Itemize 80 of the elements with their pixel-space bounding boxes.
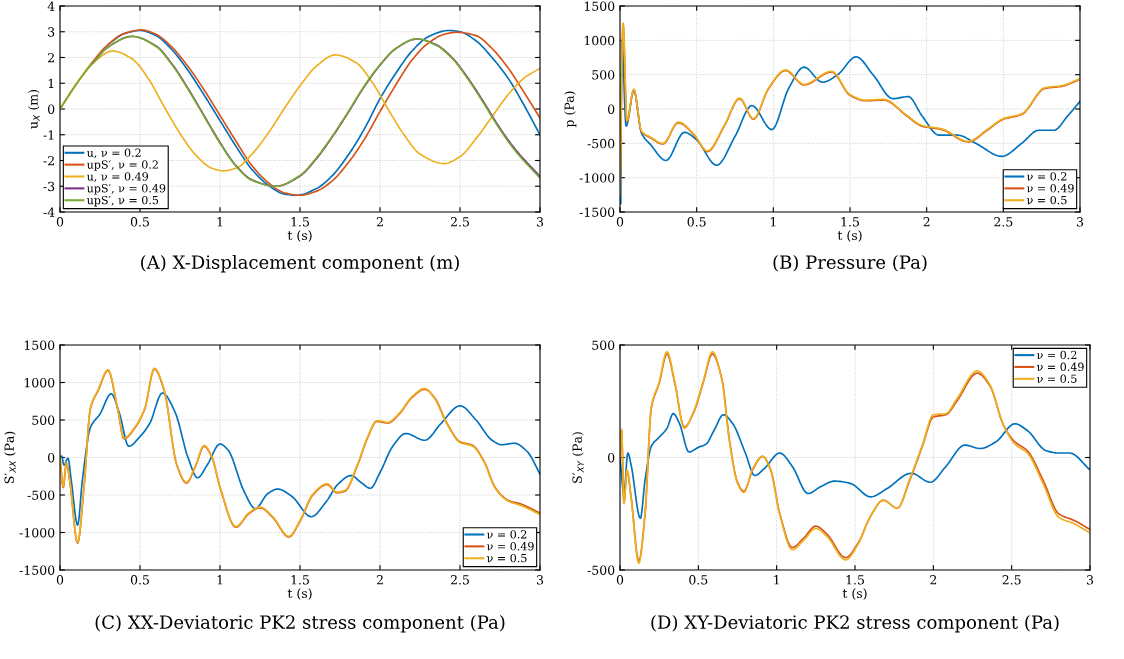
y-tick-label: 4	[47, 1, 55, 11]
x-tick-label: 2	[376, 217, 383, 227]
y-tick-label: 500	[592, 340, 615, 350]
legend-label: ν = 0.5	[1026, 195, 1067, 205]
legend-label: ν = 0.49	[1036, 362, 1084, 372]
y-tick-label: 3	[48, 27, 55, 37]
y-tick-label: 0	[608, 104, 615, 114]
x-axis-title: t (s)	[842, 588, 867, 600]
x-tick-label: 1.5	[291, 575, 309, 585]
x-tick-label: 0	[56, 217, 64, 227]
x-tick-label: 0.5	[130, 575, 149, 585]
x-tick-label: 2.5	[450, 575, 469, 585]
y-tick-label: -1000	[579, 173, 615, 183]
x-tick-label: 2	[376, 575, 383, 585]
x-tick-label: 1	[770, 217, 776, 227]
x-tick-label: 3	[1086, 575, 1094, 585]
x-tick-label: 0.5	[689, 575, 708, 585]
legend-label: ν = 0.2	[486, 530, 527, 539]
text: (A) X-Displacement component (m)	[141, 254, 459, 273]
legend-label: u, ν = 0.49	[86, 172, 149, 182]
y-tick-label: 0	[608, 452, 615, 463]
y-tick-label: -1	[43, 130, 54, 140]
legend-label: upS′, ν = 0.49	[86, 184, 166, 195]
y-axis-title: u$_{X}$ (m)	[28, 89, 40, 129]
legend-label: ν = 0.2	[1036, 350, 1077, 360]
x-tick-label: 1.5	[846, 575, 864, 585]
legend-label: u, ν = 0.2	[86, 148, 141, 159]
y-tick-label: -1500	[579, 207, 615, 217]
y-tick-label: 2	[48, 52, 54, 63]
y-tick-label: 500	[32, 415, 55, 425]
text: (C) XX-Deviatoric PK2 stress component (Pa)	[95, 614, 505, 633]
y-tick-label: 0	[48, 452, 55, 463]
x-tick-label: 1.5	[291, 217, 309, 227]
x-tick-label: 2.5	[1002, 575, 1021, 585]
x-tick-label: 3	[536, 575, 544, 585]
y-tick-label: 1000	[24, 377, 55, 388]
x-axis-title: t (s)	[837, 230, 862, 242]
y-tick-label: -500	[27, 490, 55, 500]
text: (D) XY-Deviatoric PK2 stress component (Pa)	[651, 614, 1059, 633]
y-tick-label: 1	[48, 78, 54, 88]
y-axis-title: p (Pa)	[564, 91, 577, 128]
x-axis-title: t (s)	[287, 588, 312, 600]
y-tick-label: 500	[592, 70, 615, 80]
legend-label: ν = 0.2	[1026, 172, 1067, 181]
x-tick-label: 0	[56, 575, 64, 585]
y-tick-label: -1500	[19, 565, 55, 575]
y-axis-title: S′$_{XY}$ (Pa)	[572, 432, 584, 483]
x-axis-title: t (s)	[287, 230, 312, 242]
x-tick-label: 1	[217, 217, 223, 227]
x-tick-label: 3	[1076, 217, 1084, 227]
x-tick-label: 2.5	[994, 217, 1013, 227]
x-tick-label: 0	[616, 217, 624, 227]
x-tick-label: 0	[616, 575, 624, 585]
y-tick-label: -1000	[19, 527, 55, 538]
y-tick-label: -3	[43, 181, 55, 192]
text: (B) Pressure (Pa)	[773, 254, 927, 272]
y-tick-label: -2	[43, 155, 54, 166]
legend-label: upS′, ν = 0.2	[86, 160, 158, 171]
y-axis-title: S′$_{XX}$ (Pa)	[4, 431, 16, 484]
y-tick-label: 1000	[584, 35, 615, 46]
y-tick-label: 1500	[584, 1, 615, 11]
x-tick-label: 2	[923, 217, 930, 227]
x-tick-label: 1.5	[841, 217, 859, 227]
legend-label: ν = 0.49	[486, 542, 534, 551]
y-tick-label: 0	[48, 104, 55, 114]
legend-label: upS′, ν = 0.5	[86, 195, 159, 207]
x-tick-label: 0.5	[130, 217, 149, 227]
x-tick-label: 0.5	[687, 217, 706, 227]
x-tick-label: 1	[217, 575, 223, 585]
y-tick-label: -500	[587, 565, 615, 575]
legend-label: ν = 0.49	[1026, 184, 1074, 193]
y-tick-label: 1500	[24, 340, 55, 350]
y-tick-label: -4	[43, 207, 55, 217]
x-tick-label: 1	[774, 575, 779, 585]
x-tick-label: 2.5	[450, 217, 469, 227]
legend-label: ν = 0.5	[1036, 374, 1077, 383]
legend-label: ν = 0.5	[486, 553, 527, 563]
x-tick-label: 2	[930, 575, 937, 585]
y-tick-label: -500	[587, 138, 615, 149]
x-tick-label: 3	[536, 217, 544, 227]
